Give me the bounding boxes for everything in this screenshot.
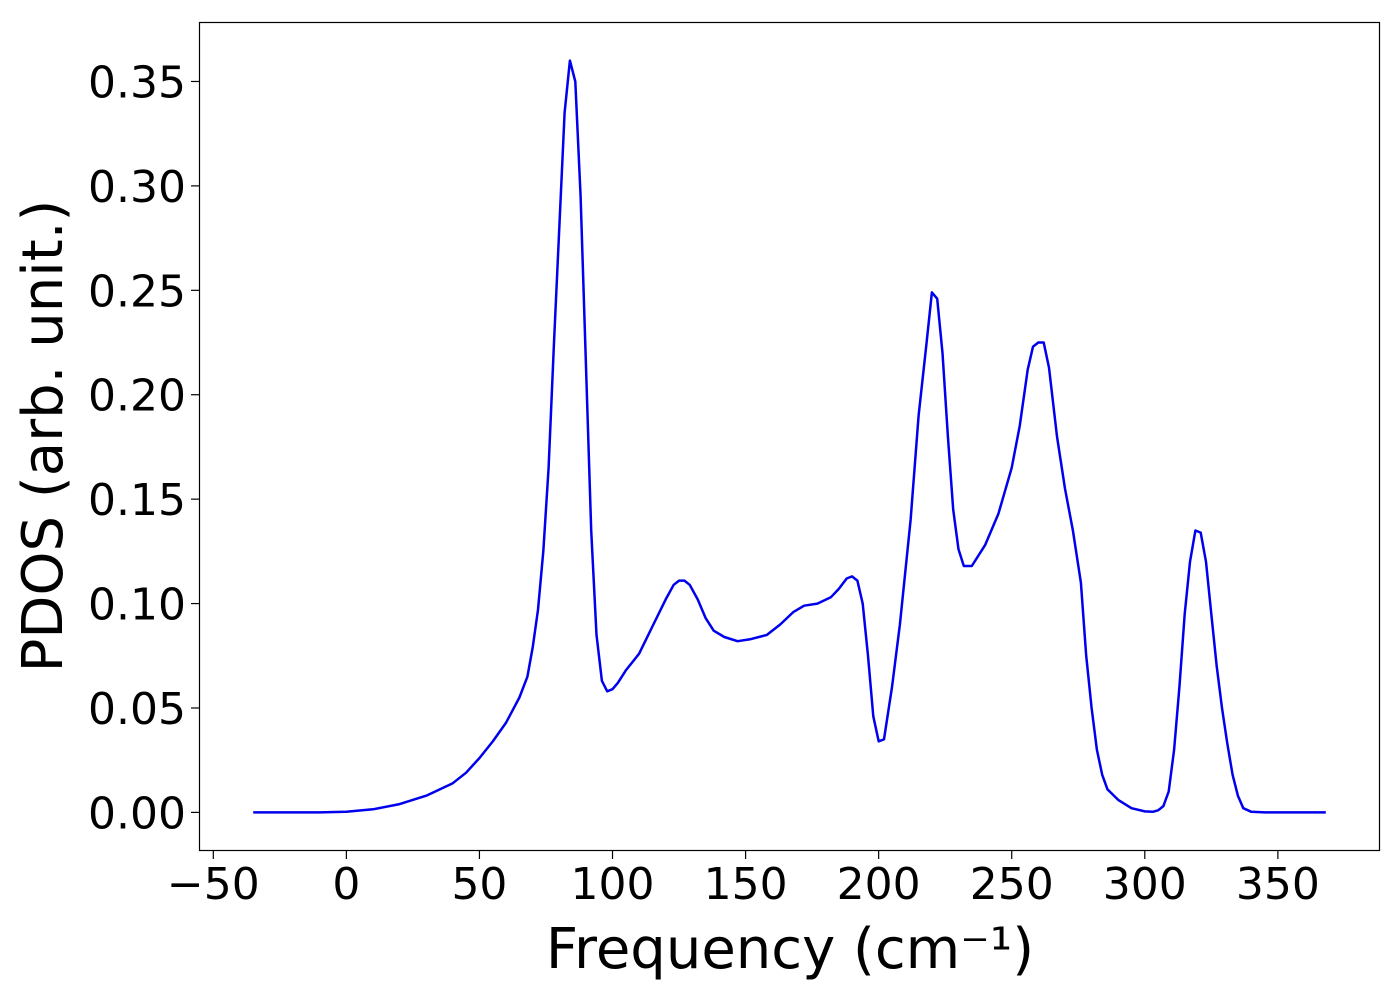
x-tick-label: 200 bbox=[837, 859, 921, 910]
y-tick-label: 0.35 bbox=[88, 57, 186, 108]
x-axis-label: Frequency (cm⁻¹) bbox=[546, 917, 1034, 982]
series-layer bbox=[253, 59, 1326, 814]
y-tick-label: 0.20 bbox=[88, 371, 186, 422]
y-tick-label: 0.25 bbox=[88, 266, 186, 317]
x-tick-label: 0 bbox=[332, 859, 360, 910]
x-tick-label: 250 bbox=[970, 859, 1054, 910]
y-tick-label: 0.15 bbox=[88, 475, 186, 526]
x-tick-label: 350 bbox=[1236, 859, 1320, 910]
x-tick-label: 300 bbox=[1103, 859, 1187, 910]
y-axis-label: PDOS (arb. unit.) bbox=[11, 200, 76, 673]
y-tick-label: 0.30 bbox=[88, 162, 186, 213]
y-tick-label: 0.00 bbox=[88, 788, 186, 839]
plot-frame bbox=[198, 21, 1381, 852]
x-tick-label: 100 bbox=[571, 859, 655, 910]
x-tick-label: −50 bbox=[167, 859, 260, 910]
y-tick-label: 0.10 bbox=[88, 580, 186, 631]
pdos-line bbox=[253, 59, 1326, 814]
x-tick-label: 150 bbox=[704, 859, 788, 910]
ticks-layer: −50 0 50 100 150 200 250 300 350 0.00 0.05 0.10 0.15… bbox=[88, 57, 1320, 910]
x-tick-label: 50 bbox=[451, 859, 507, 910]
y-tick-label: 0.05 bbox=[88, 684, 186, 735]
